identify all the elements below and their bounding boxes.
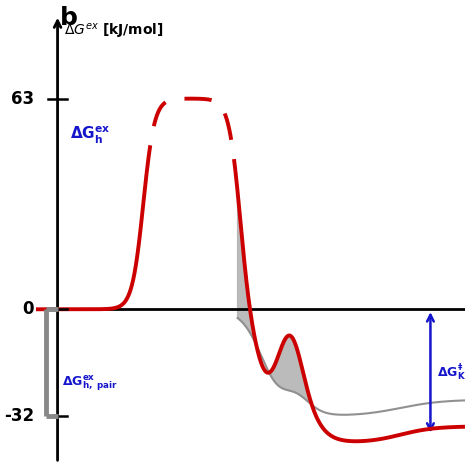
Text: 0: 0 bbox=[22, 300, 34, 318]
Text: 63: 63 bbox=[11, 90, 34, 108]
Text: -32: -32 bbox=[4, 407, 34, 425]
Text: $\mathbf{\Delta G_K^{\ddagger}}$: $\mathbf{\Delta G_K^{\ddagger}}$ bbox=[437, 362, 466, 383]
Text: b: b bbox=[60, 6, 78, 30]
Text: $\mathbf{\Delta G_h^{ex}}$: $\mathbf{\Delta G_h^{ex}}$ bbox=[71, 125, 111, 146]
Text: $\Delta G^{ex}$ [kJ/mol]: $\Delta G^{ex}$ [kJ/mol] bbox=[64, 22, 164, 41]
Text: $\mathbf{\Delta G_{h,\ pair}^{ex}}$: $\mathbf{\Delta G_{h,\ pair}^{ex}}$ bbox=[62, 373, 118, 392]
